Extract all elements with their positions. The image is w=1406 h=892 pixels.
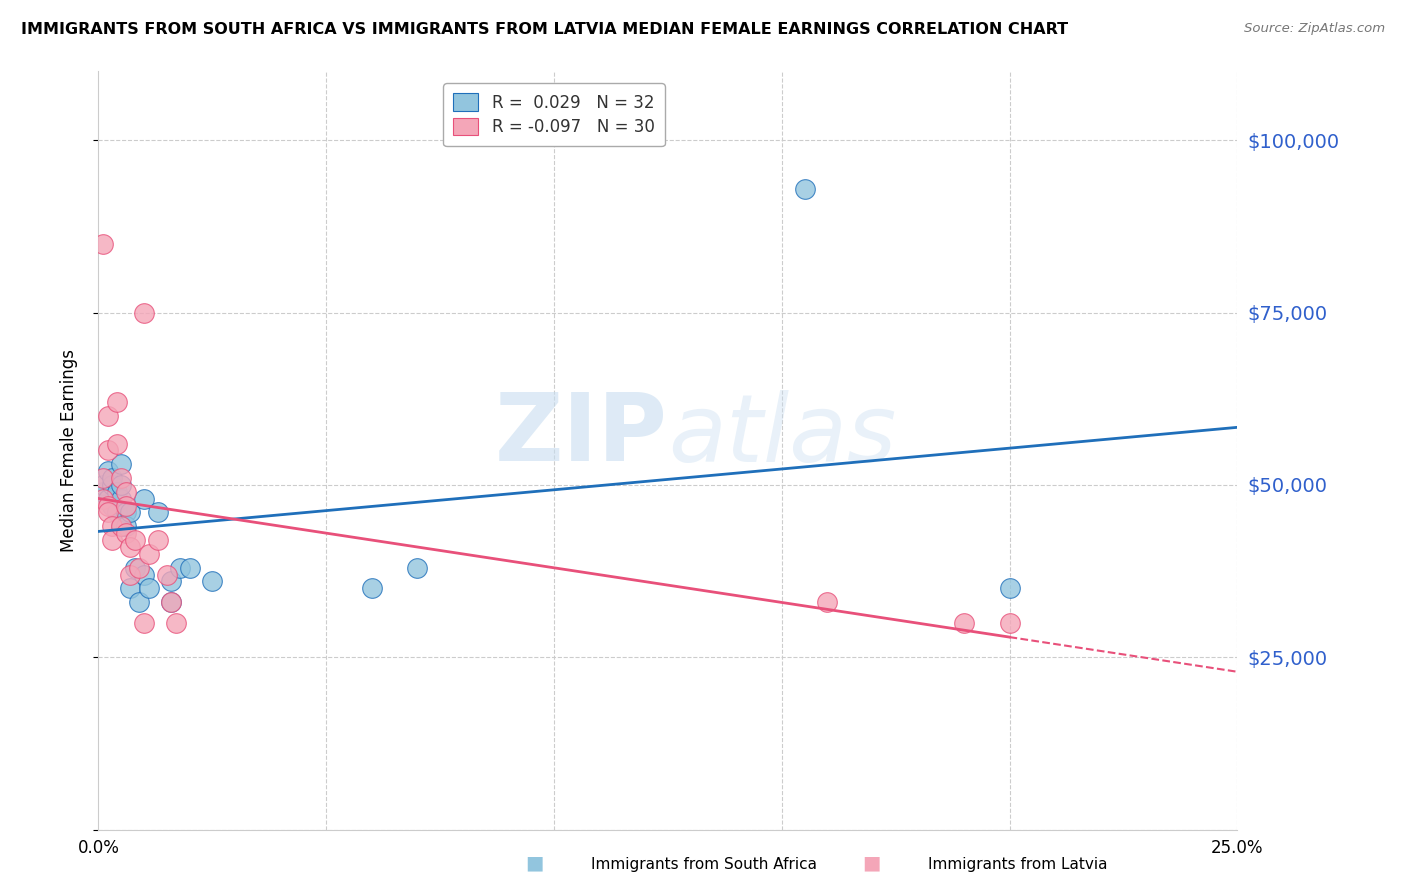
Point [201,574,224,589]
Point [101,471,124,485]
Point [132,305,155,319]
Point [132,567,155,582]
Point [110,519,132,533]
Point [156,567,179,582]
Point [138,582,160,596]
Point [160,595,183,609]
Point [360,582,382,596]
Point [91,484,114,499]
Point [114,499,136,513]
Point [120,567,142,582]
Point [146,533,169,547]
Point [96,491,118,506]
Point [815,595,838,609]
Point [128,595,150,609]
Point [120,540,142,554]
Text: Immigrants from South Africa: Immigrants from South Africa [591,857,817,872]
Point [101,519,124,533]
Point [120,506,142,520]
Text: Source: ZipAtlas.com: Source: ZipAtlas.com [1244,22,1385,36]
Text: IMMIGRANTS FROM SOUTH AFRICA VS IMMIGRANTS FROM LATVIA MEDIAN FEMALE EARNINGS CO: IMMIGRANTS FROM SOUTH AFRICA VS IMMIGRAN… [21,22,1069,37]
Point [110,457,132,471]
Point [114,506,136,520]
Point [998,582,1021,596]
Point [96,499,118,513]
Point [105,436,128,450]
Point [114,519,136,533]
Text: Immigrants from Latvia: Immigrants from Latvia [928,857,1108,872]
Legend: R =  0.029   N = 32, R = -0.097   N = 30: R = 0.029 N = 32, R = -0.097 N = 30 [443,84,665,146]
Point [160,574,183,589]
Point [91,491,114,506]
Point [96,464,118,478]
Point [96,409,118,423]
Point [169,560,191,574]
Point [160,595,183,609]
Point [146,506,169,520]
Point [101,533,124,547]
Point [406,560,429,574]
Point [101,499,124,513]
Point [114,484,136,499]
Point [110,519,132,533]
Point [110,478,132,492]
Text: atlas: atlas [668,390,896,481]
Text: ZIP: ZIP [495,389,668,482]
Point [124,560,146,574]
Point [998,615,1021,630]
Y-axis label: Median Female Earnings: Median Female Earnings [59,349,77,552]
Point [91,471,114,485]
Point [105,395,128,409]
Point [953,615,976,630]
Point [120,582,142,596]
Point [91,236,114,251]
Point [132,491,155,506]
Point [105,484,128,499]
Point [91,478,114,492]
Point [128,560,150,574]
Point [179,560,201,574]
Point [110,471,132,485]
Point [96,443,118,458]
Text: ■: ■ [524,854,544,872]
Point [105,506,128,520]
Point [110,491,132,506]
Text: ■: ■ [862,854,882,872]
Point [793,181,815,195]
Point [101,478,124,492]
Point [138,547,160,561]
Point [96,506,118,520]
Point [132,615,155,630]
Point [165,615,187,630]
Point [114,526,136,541]
Point [124,533,146,547]
